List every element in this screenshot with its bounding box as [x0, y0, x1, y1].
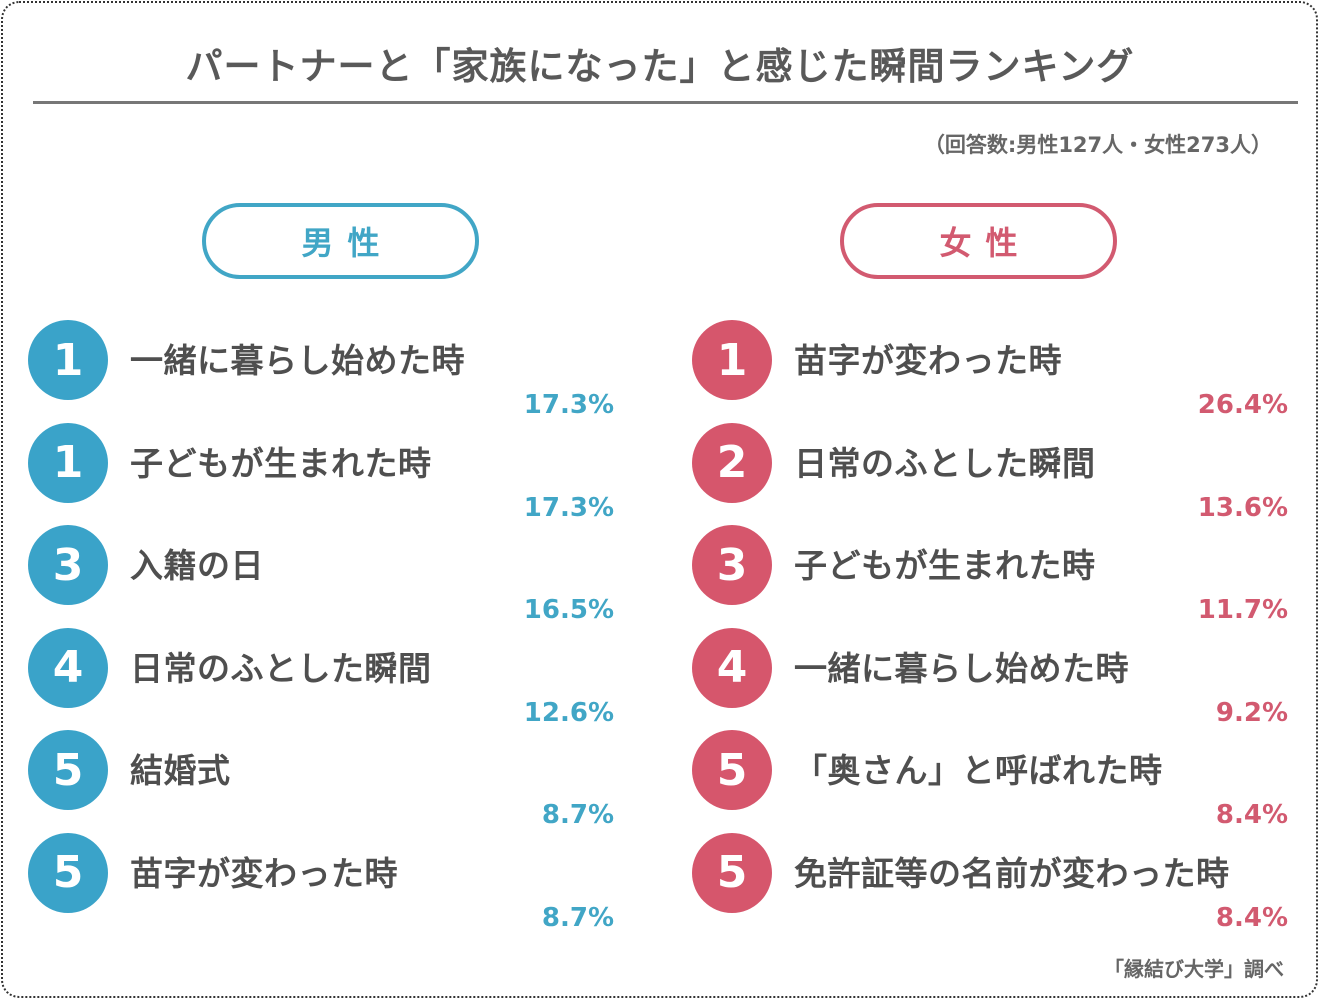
rank-badge: 4 — [28, 627, 108, 708]
ranking-label: 苗字が変わった時 — [794, 341, 1062, 380]
ranking-item: 1 苗字が変わった時 26.4% — [692, 318, 1288, 421]
rank-badge: 2 — [692, 422, 772, 503]
ranking-item: 3 子どもが生まれた時 11.7% — [692, 523, 1288, 626]
respondent-count: （回答数:男性127人・女性273人） — [923, 133, 1272, 157]
ranking-item: 1 一緒に暮らし始めた時 17.3% — [28, 318, 614, 421]
source-credit: 「縁結び大学」調べ — [1104, 957, 1284, 981]
ranking-item: 5 結婚式 8.7% — [28, 728, 614, 831]
ranking-label: 苗字が変わった時 — [130, 853, 398, 893]
female-heading: 女性 — [840, 203, 1117, 279]
ranking-label: 免許証等の名前が変わった時 — [794, 853, 1230, 893]
title-divider — [33, 101, 1298, 104]
ranking-item: 4 日常のふとした瞬間 12.6% — [28, 626, 614, 729]
ranking-label: 一緒に暮らし始めた時 — [130, 341, 465, 380]
ranking-percent: 8.4% — [1215, 800, 1288, 831]
rank-badge: 3 — [692, 525, 772, 606]
rank-badge: 5 — [28, 832, 108, 913]
ranking-percent: 26.4% — [1197, 390, 1288, 420]
female-ranking-list: 1 苗字が変わった時 26.4% 2 日常のふとした瞬間 13.6% 3 子ども… — [692, 318, 1288, 934]
ranking-percent: 8.7% — [541, 800, 614, 831]
rank-badge: 1 — [692, 320, 772, 400]
ranking-item: 1 子どもが生まれた時 17.3% — [28, 421, 614, 524]
male-heading: 男性 — [202, 203, 479, 279]
ranking-item: 5 「奥さん」と呼ばれた時 8.4% — [692, 728, 1288, 831]
ranking-label: 結婚式 — [130, 751, 231, 791]
rank-badge: 1 — [28, 422, 108, 503]
rank-badge: 4 — [692, 627, 772, 708]
rank-badge: 3 — [28, 525, 108, 606]
ranking-label: 入籍の日 — [130, 546, 264, 586]
ranking-label: 子どもが生まれた時 — [794, 546, 1096, 586]
page-title: パートナーと「家族になった」と感じた瞬間ランキング — [185, 45, 1135, 88]
ranking-label: 一緒に暮らし始めた時 — [794, 648, 1129, 688]
male-ranking-list: 1 一緒に暮らし始めた時 17.3% 1 子どもが生まれた時 17.3% 3 入… — [28, 318, 614, 934]
ranking-label: 子どもが生まれた時 — [130, 443, 432, 483]
ranking-percent: 11.7% — [1197, 595, 1288, 626]
ranking-label: 「奥さん」と呼ばれた時 — [794, 751, 1163, 791]
ranking-item: 3 入籍の日 16.5% — [28, 523, 614, 626]
ranking-percent: 8.7% — [541, 902, 614, 933]
rank-badge: 5 — [28, 730, 108, 811]
ranking-percent: 16.5% — [523, 595, 614, 626]
ranking-percent: 8.4% — [1215, 902, 1288, 933]
ranking-label: 日常のふとした瞬間 — [794, 443, 1096, 483]
ranking-item: 5 免許証等の名前が変わった時 8.4% — [692, 831, 1288, 934]
ranking-percent: 9.2% — [1215, 697, 1288, 728]
rank-badge: 5 — [692, 832, 772, 913]
ranking-item: 4 一緒に暮らし始めた時 9.2% — [692, 626, 1288, 729]
ranking-percent: 17.3% — [523, 390, 614, 420]
ranking-percent: 13.6% — [1197, 492, 1288, 523]
ranking-label: 日常のふとした瞬間 — [130, 648, 432, 688]
ranking-percent: 12.6% — [523, 697, 614, 728]
ranking-item: 5 苗字が変わった時 8.7% — [28, 831, 614, 934]
ranking-item: 2 日常のふとした瞬間 13.6% — [692, 421, 1288, 524]
ranking-percent: 17.3% — [523, 492, 614, 523]
rank-badge: 5 — [692, 730, 772, 811]
rank-badge: 1 — [28, 320, 108, 400]
